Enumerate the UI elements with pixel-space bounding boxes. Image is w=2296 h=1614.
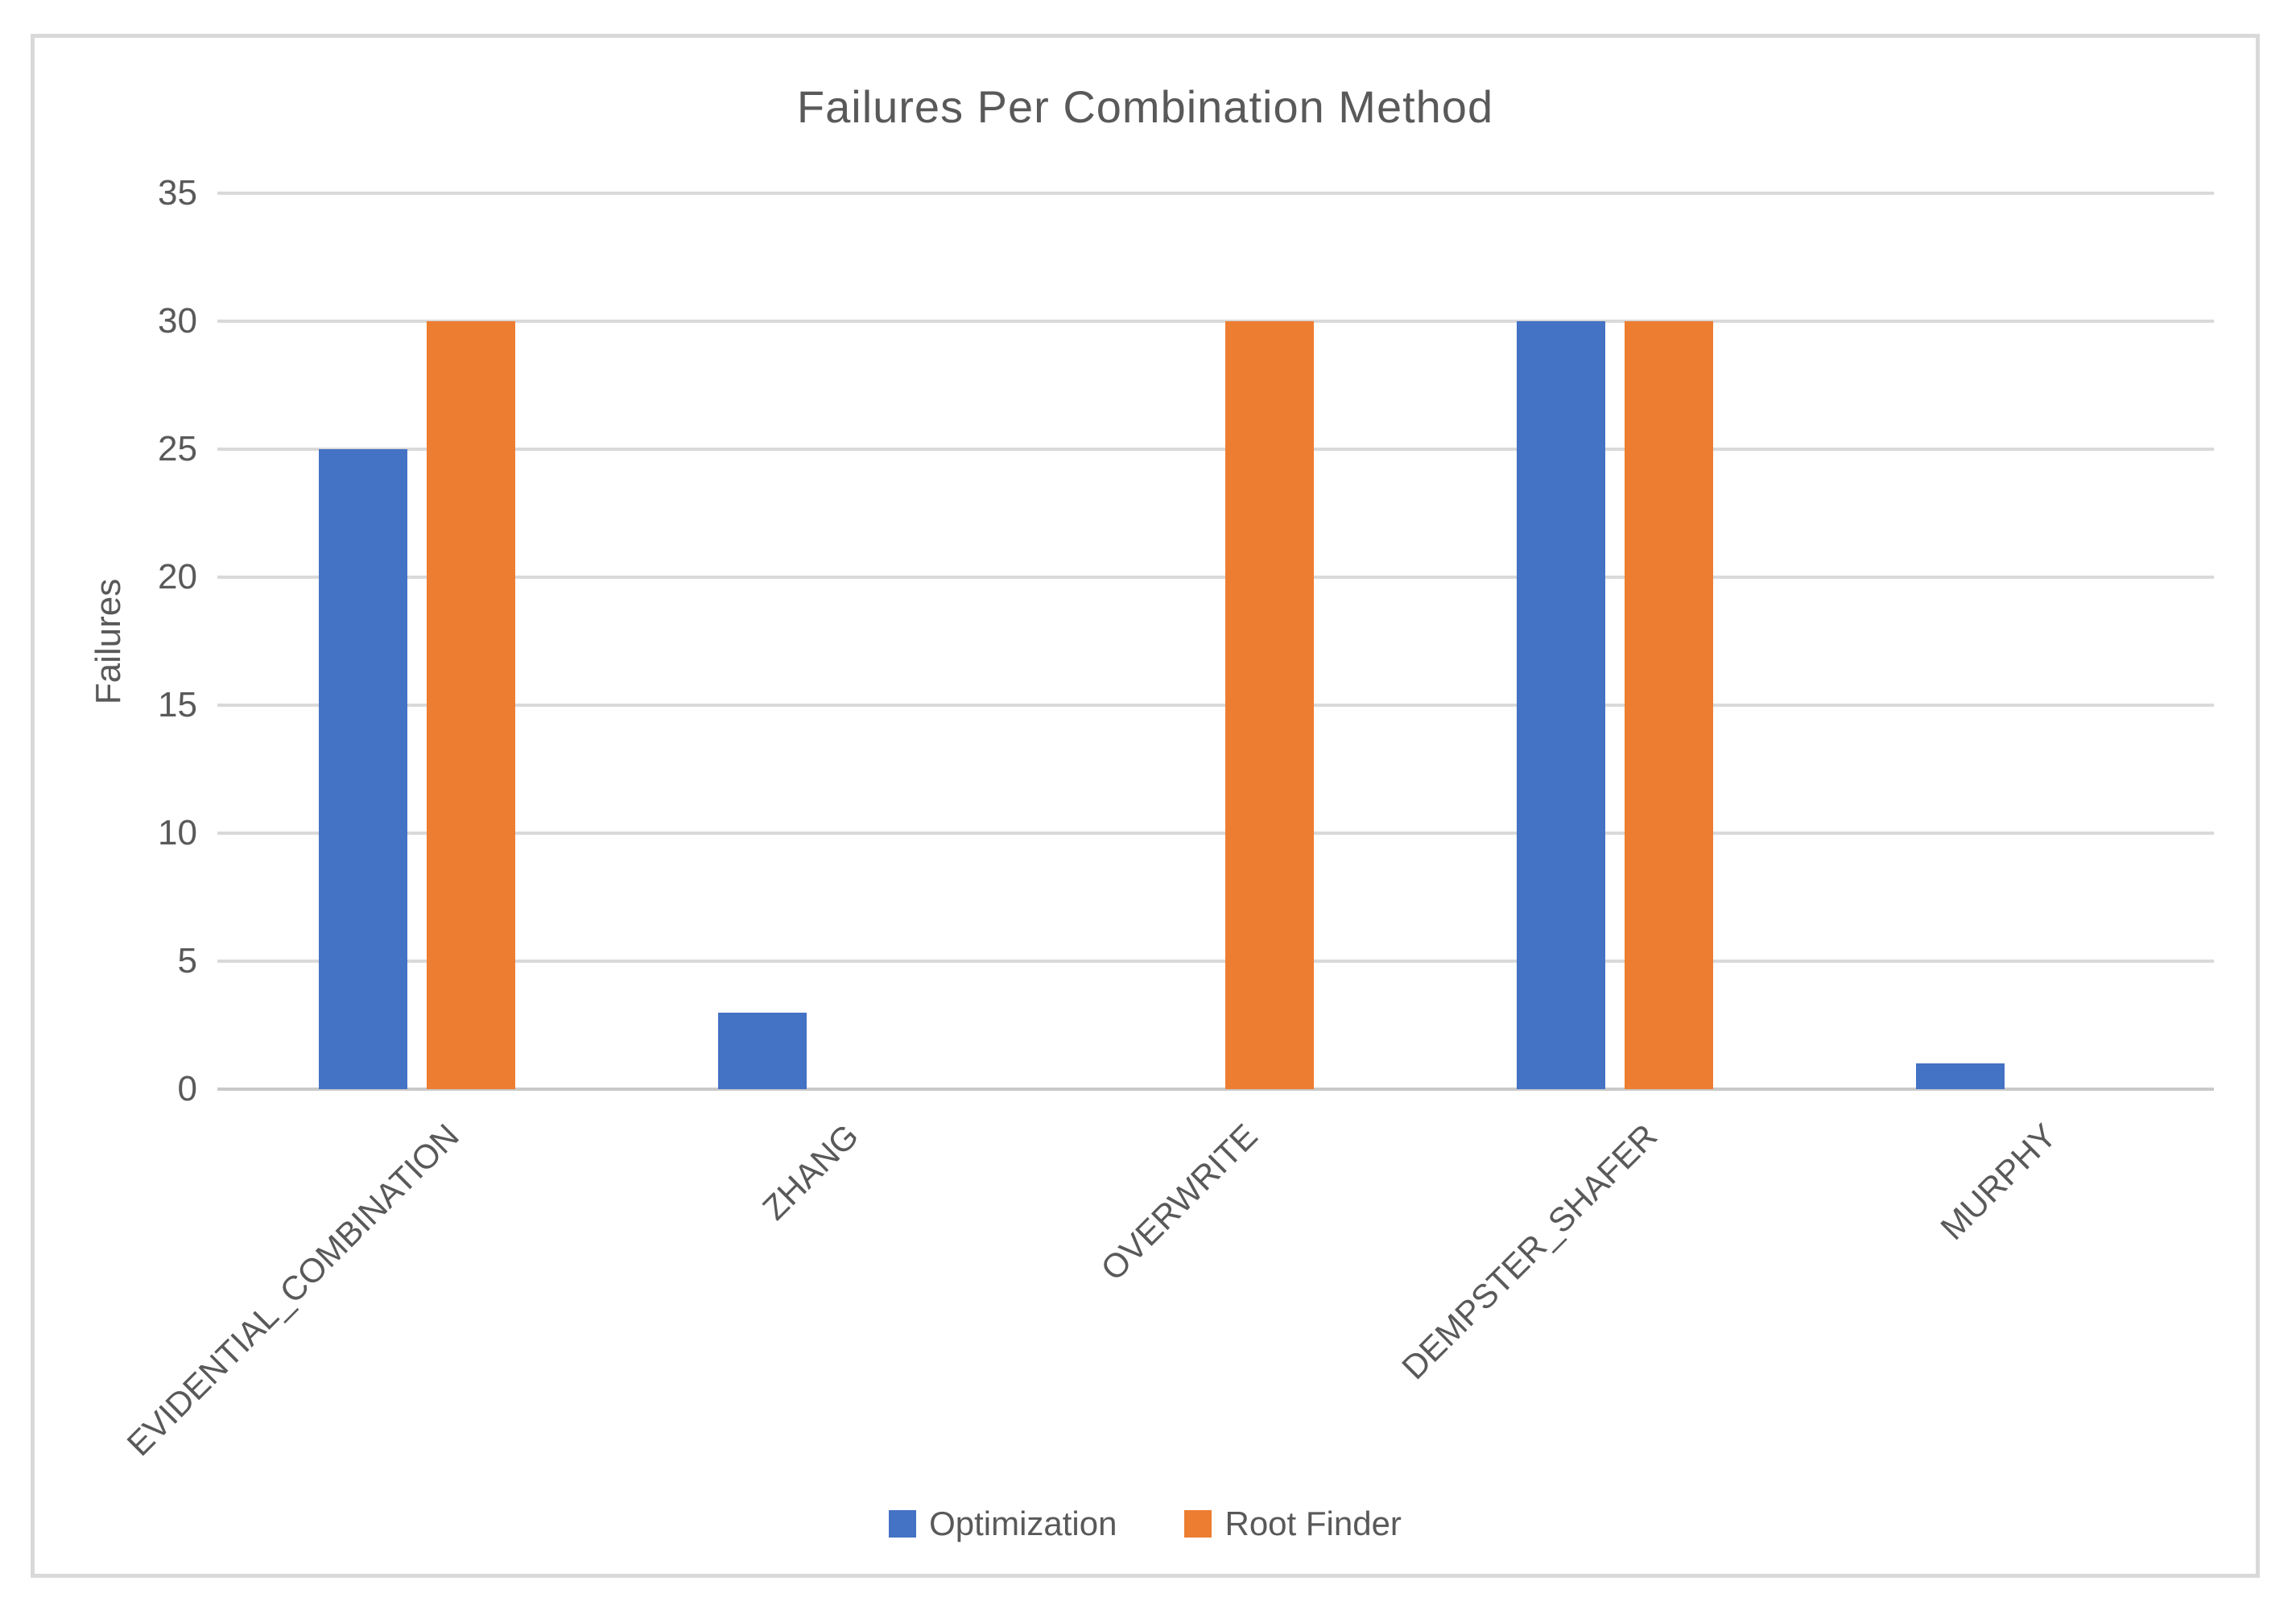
y-tick-0: 0: [177, 1069, 197, 1108]
gridline-5: [217, 960, 2214, 963]
bar-optimization-dempster_shafer: [1517, 321, 1605, 1089]
x-label-evidential_combination: EVIDENTIAL_COMBINATION: [119, 1117, 467, 1463]
y-tick-20: 20: [158, 557, 197, 596]
chart-title: Failures Per Combination Method: [796, 81, 1494, 132]
legend-label-optimization: Optimization: [929, 1505, 1117, 1542]
gridline-0: [217, 1088, 2214, 1091]
bar-root_finder-evidential_combination: [427, 321, 515, 1089]
legend-item-optimization: Optimization: [889, 1505, 1117, 1543]
legend-label-root_finder: Root Finder: [1224, 1505, 1402, 1542]
x-label-zhang: ZHANG: [755, 1117, 866, 1228]
gridline-20: [217, 576, 2214, 579]
y-tick-15: 15: [158, 685, 197, 724]
bar-optimization-zhang: [718, 1012, 807, 1089]
gridline-30: [217, 320, 2214, 323]
y-tick-30: 30: [158, 301, 197, 341]
legend-item-root_finder: Root Finder: [1184, 1505, 1402, 1543]
y-tick-5: 5: [177, 941, 197, 980]
y-tick-10: 10: [158, 813, 197, 852]
x-label-murphy: MURPHY: [1933, 1117, 2064, 1247]
bar-root_finder-overwrite: [1225, 321, 1314, 1089]
bar-root_finder-dempster_shafer: [1625, 321, 1713, 1089]
gridline-10: [217, 832, 2214, 835]
y-tick-35: 35: [158, 173, 197, 213]
gridline-35: [217, 192, 2214, 195]
bar-optimization-evidential_combination: [319, 449, 407, 1089]
x-label-overwrite: OVERWRITE: [1093, 1117, 1266, 1288]
legend-swatch-optimization: [889, 1510, 917, 1538]
bar-optimization-murphy: [1916, 1063, 2005, 1089]
gridline-25: [217, 448, 2214, 451]
gridline-15: [217, 704, 2214, 707]
chart-frame: Failures Per Combination Method Failures…: [31, 34, 2260, 1578]
legend: Optimization Root Finder: [35, 1505, 2256, 1543]
legend-swatch-root_finder: [1184, 1510, 1212, 1538]
y-tick-25: 25: [158, 429, 197, 469]
x-label-dempster_shafer: DEMPSTER_SHAFER: [1394, 1117, 1665, 1387]
